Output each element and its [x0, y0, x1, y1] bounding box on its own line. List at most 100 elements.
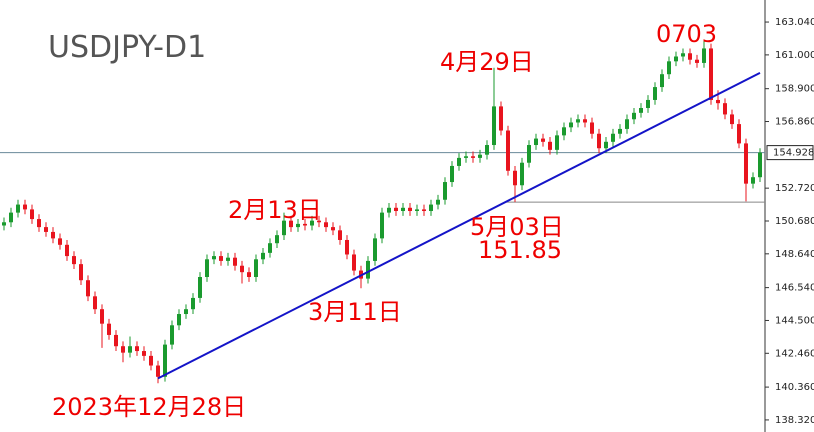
- candle-body: [310, 220, 314, 226]
- candle-body: [506, 130, 510, 171]
- y-tick-label: 152.720: [775, 183, 814, 194]
- candle-body: [576, 119, 580, 123]
- candle-body: [380, 212, 384, 239]
- candle-body: [702, 48, 706, 63]
- y-tick-label: 163.040: [775, 17, 814, 28]
- candle-body: [30, 209, 34, 220]
- candle-body: [527, 145, 531, 163]
- candle-body: [289, 220, 293, 228]
- candle-body: [205, 259, 209, 278]
- candle-body: [625, 119, 629, 129]
- candle-body: [282, 220, 286, 236]
- candle-body: [513, 170, 517, 186]
- candle-body: [618, 128, 622, 134]
- candle-body: [478, 154, 482, 158]
- candle-body: [198, 277, 202, 298]
- candle-body: [639, 108, 643, 113]
- candle-body: [457, 157, 461, 166]
- candle-body: [2, 222, 6, 226]
- y-tick-label: 138.320: [775, 415, 814, 426]
- candle-body: [737, 124, 741, 144]
- candle-body: [86, 280, 90, 297]
- y-tick-label: 150.680: [775, 216, 814, 227]
- candle-body: [23, 204, 27, 210]
- candle-body: [429, 204, 433, 212]
- candle-body: [177, 314, 181, 326]
- candle-body: [128, 346, 132, 353]
- candle-body: [100, 309, 104, 324]
- candle-body: [142, 351, 146, 356]
- candle-body: [44, 227, 48, 232]
- y-tick-label: 142.460: [775, 348, 814, 359]
- candle-body: [233, 257, 237, 266]
- candle-body: [590, 122, 594, 134]
- candle-body: [331, 227, 335, 231]
- candle-body: [212, 256, 216, 260]
- candle-body: [184, 309, 188, 315]
- candle-body: [744, 143, 748, 184]
- candle-body: [758, 152, 762, 178]
- candle-body: [436, 199, 440, 205]
- candle-body: [534, 138, 538, 146]
- annotation: 2023年12月28日: [52, 393, 246, 421]
- annotation: 2月13日: [228, 196, 322, 224]
- candle-body: [37, 219, 41, 228]
- candle-body: [695, 59, 699, 63]
- y-tick-label: 161.000: [775, 50, 814, 61]
- candle-body: [604, 141, 608, 149]
- candle-body: [394, 207, 398, 212]
- candle-body: [709, 48, 713, 100]
- candle-body: [674, 56, 678, 62]
- candle-body: [464, 156, 468, 158]
- candle-body: [541, 138, 545, 142]
- candle-body: [597, 133, 601, 149]
- last-price-label: 154.928: [773, 148, 814, 159]
- candle-body: [751, 177, 755, 184]
- candle-body: [387, 207, 391, 213]
- candle-body: [58, 238, 62, 245]
- candle-body: [415, 209, 419, 212]
- candle-body: [72, 256, 76, 265]
- trendline: [157, 72, 761, 380]
- candle-body: [268, 243, 272, 253]
- candle-body: [121, 346, 125, 353]
- candle-body: [485, 145, 489, 155]
- annotation: 3月11日: [308, 298, 402, 326]
- y-tick-label: 140.360: [775, 382, 814, 393]
- candle-body: [520, 162, 524, 186]
- candle-body: [660, 74, 664, 88]
- candle-body: [156, 365, 160, 377]
- candle-body: [275, 235, 279, 244]
- y-tick-label: 144.500: [775, 315, 814, 326]
- candle-body: [611, 133, 615, 142]
- candle-body: [562, 127, 566, 136]
- candle-body: [317, 220, 321, 223]
- candle-body: [191, 297, 195, 310]
- candle-body: [373, 238, 377, 261]
- candle-body: [226, 257, 230, 261]
- candle-body: [681, 53, 685, 57]
- candle-body: [79, 264, 83, 281]
- candle-body: [450, 165, 454, 183]
- candle-body: [667, 61, 671, 75]
- candle-body: [688, 53, 692, 60]
- annotation: 4月29日: [440, 48, 534, 76]
- candle-body: [114, 334, 118, 347]
- candle-body: [723, 103, 727, 115]
- y-tick-label: 156.860: [775, 117, 814, 128]
- candle-body: [149, 355, 153, 366]
- support-label: 151.85: [478, 236, 562, 264]
- candle-body: [303, 223, 307, 226]
- candle-body: [555, 135, 559, 150]
- candle-body: [261, 252, 265, 260]
- candle-body: [324, 222, 328, 228]
- chart-title: USDJPY-D1: [48, 30, 206, 65]
- candle-body: [247, 272, 251, 278]
- candle-body: [9, 212, 13, 223]
- candle-body: [352, 254, 356, 271]
- candle-body: [366, 260, 370, 279]
- candle-body: [492, 106, 496, 146]
